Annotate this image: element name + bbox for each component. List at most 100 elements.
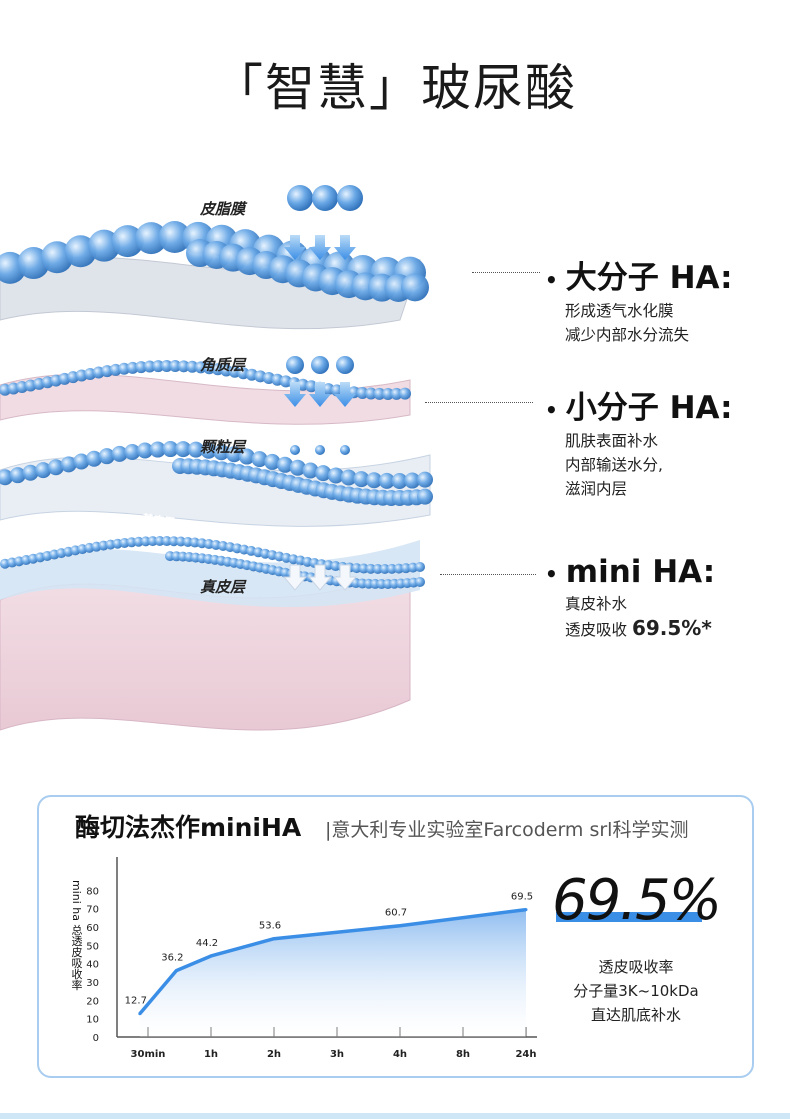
molecule: [340, 445, 350, 455]
bottom-strip: [0, 1113, 790, 1119]
molecule: [358, 563, 369, 574]
callout-line: 真皮补水: [565, 595, 628, 613]
molecule: [149, 441, 166, 458]
area-fill: [139, 909, 526, 1037]
molecule: [213, 444, 230, 461]
absorption-chart: 0 10 20 30 40 50 60 70 80 30min 1h 2h 3h 4h 8h 24h 12.7 3…: [86, 857, 537, 1060]
x-tick-label: 3h: [330, 1049, 344, 1060]
molecule: [177, 360, 190, 373]
molecule: [264, 453, 281, 470]
molecule: [391, 472, 408, 489]
down-arrows-icon: [282, 235, 358, 591]
molecule: [22, 464, 39, 481]
molecule: [35, 462, 52, 479]
molecule: [73, 453, 90, 470]
study-line: 透皮吸收率: [598, 958, 674, 976]
series-line: [138, 907, 527, 1015]
y-axis-label: mini ha 总透皮吸收率: [70, 880, 83, 991]
callout-mini-ha: • mini HA: 真皮补水 透皮吸收 69.5%*: [545, 554, 716, 640]
x-tick-label: 30min: [131, 1049, 166, 1060]
molecule: [158, 221, 191, 254]
study-line: 分子量3K~10kDa: [573, 982, 699, 1000]
molecule: [399, 387, 411, 400]
molecule: [386, 563, 397, 574]
molecule: [417, 488, 433, 505]
x-tick-label: 2h: [267, 1049, 281, 1060]
leader-line: [440, 574, 536, 575]
molecule: [312, 185, 338, 211]
layer-label-dermis: 真皮层: [200, 578, 246, 596]
y-tick-label: 60: [86, 923, 99, 934]
callout-line: 减少内部水分流失: [565, 326, 690, 344]
molecule: [168, 536, 179, 547]
molecule: [137, 442, 153, 459]
study-subtitle: |意大利专业实验室Farcoderm srl科学实测: [325, 819, 689, 841]
molecule: [160, 360, 173, 373]
data-point: [524, 908, 528, 912]
molecule: [161, 536, 172, 547]
molecule: [302, 462, 319, 479]
data-point: [138, 1012, 142, 1016]
molecule: [147, 536, 158, 547]
callout-line: 内部输送水分,: [565, 456, 663, 474]
data-label: 53.6: [259, 921, 281, 932]
molecule: [381, 387, 394, 400]
data-point: [398, 924, 402, 928]
callout-large-ha: • 大分子 HA: 形成透气水化膜 减少内部水分流失: [545, 252, 733, 347]
molecule: [86, 450, 103, 467]
data-label: 60.7: [385, 908, 407, 919]
molecule: [364, 387, 377, 400]
molecule: [251, 451, 268, 468]
study-line: 直达肌底补水: [590, 1006, 681, 1024]
molecule: [390, 387, 403, 400]
y-tick-label: 10: [86, 1015, 99, 1026]
molecule: [356, 387, 369, 400]
molecule: [286, 356, 304, 374]
molecule: [124, 444, 141, 461]
molecule: [98, 448, 115, 465]
data-point: [174, 969, 178, 973]
absorb-value: 69.5%*: [631, 616, 712, 640]
y-tick-label: 50: [86, 941, 99, 952]
layer-label-granular: 颗粒层: [200, 438, 246, 456]
molecule: [327, 467, 344, 484]
molecule: [9, 467, 26, 484]
y-tick-label: 20: [86, 996, 99, 1007]
leader-line: [472, 272, 540, 273]
molecule: [0, 469, 13, 486]
molecule: [340, 469, 357, 486]
layer-label-stratum-corneum: 角质层: [200, 356, 246, 374]
molecule: [336, 356, 354, 374]
molecule: [47, 459, 64, 476]
x-tick-label: 4h: [393, 1049, 407, 1060]
molecule: [404, 472, 421, 489]
molecule: [365, 563, 376, 574]
molecule: [372, 563, 383, 574]
study-panel: [37, 795, 754, 1078]
data-label: 44.2: [196, 938, 218, 949]
y-tick-label: 70: [86, 905, 99, 916]
molecule: [417, 471, 433, 488]
molecule: [162, 441, 179, 458]
data-point: [272, 937, 276, 941]
skin-layers-illustration: [0, 185, 433, 731]
molecule: [378, 472, 395, 489]
molecule: [289, 459, 306, 476]
y-tick-label: 30: [86, 978, 99, 989]
molecule: [287, 185, 313, 211]
molecule: [415, 576, 425, 587]
headline-percent: 69.5%: [552, 868, 722, 933]
molecule: [277, 456, 293, 473]
molecule: [60, 456, 77, 473]
study-title: 酶切法杰作miniHA: [75, 813, 302, 842]
molecule: [169, 360, 182, 373]
callout-small-ha: • 小分子 HA: 肌肤表面补水 内部输送水分, 滋润内层: [545, 382, 733, 501]
molecule: [401, 273, 429, 302]
molecule: [143, 360, 156, 373]
molecule: [290, 445, 300, 455]
molecule: [415, 561, 425, 572]
molecule: [140, 536, 151, 547]
molecule: [311, 356, 329, 374]
data-label: 36.2: [161, 953, 183, 964]
callout-heading: mini HA:: [565, 554, 716, 590]
